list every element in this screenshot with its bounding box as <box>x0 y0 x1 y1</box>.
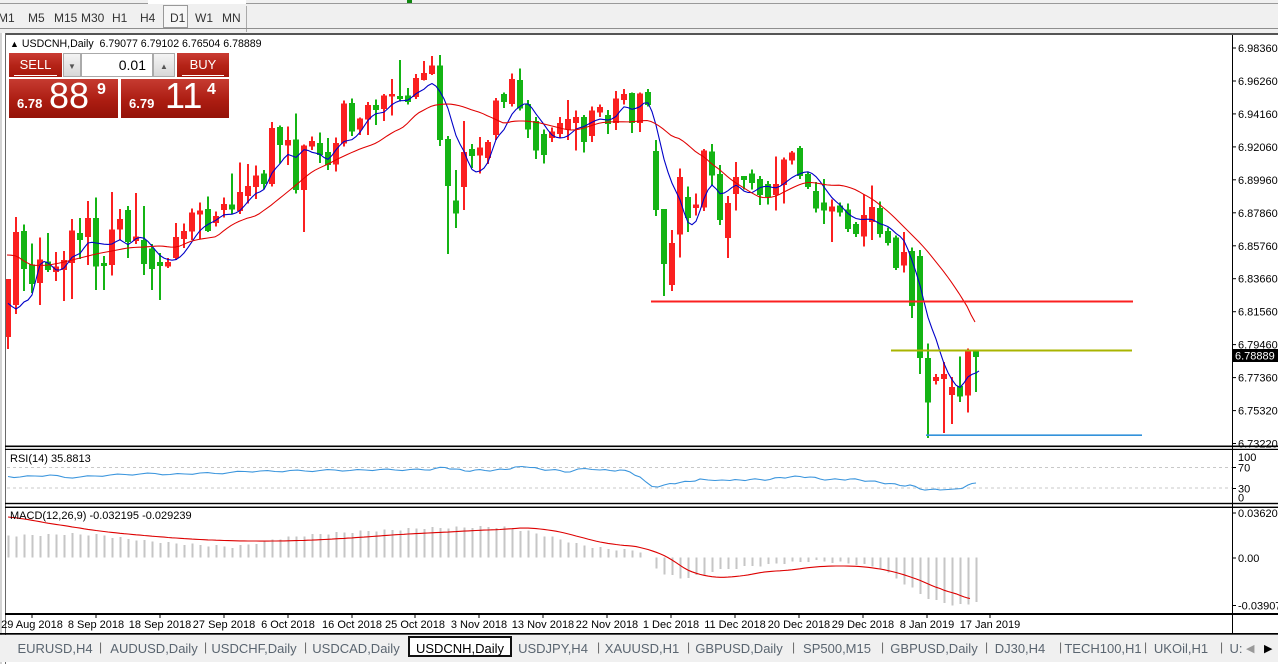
svg-text:1 Dec 2018: 1 Dec 2018 <box>643 619 699 631</box>
svg-text:6.94160: 6.94160 <box>1238 109 1278 121</box>
svg-text:6.77360: 6.77360 <box>1238 373 1278 385</box>
svg-text:6.87860: 6.87860 <box>1238 208 1278 220</box>
svg-text:-0.03907: -0.03907 <box>1238 601 1278 613</box>
svg-text:6 Oct 2018: 6 Oct 2018 <box>261 619 315 631</box>
svg-text:6.92060: 6.92060 <box>1238 142 1278 154</box>
svg-text:70: 70 <box>1238 463 1250 475</box>
svg-text:6.78889: 6.78889 <box>1235 351 1275 363</box>
svg-text:25 Oct 2018: 25 Oct 2018 <box>385 619 445 631</box>
svg-text:0.00: 0.00 <box>1238 553 1259 565</box>
svg-text:6.96260: 6.96260 <box>1238 76 1278 88</box>
svg-text:6.83660: 6.83660 <box>1238 274 1278 286</box>
svg-text:16 Oct 2018: 16 Oct 2018 <box>322 619 382 631</box>
svg-text:6.73220: 6.73220 <box>1238 439 1278 451</box>
svg-text:17 Jan 2019: 17 Jan 2019 <box>960 619 1021 631</box>
svg-text:6.98360: 6.98360 <box>1238 43 1278 55</box>
svg-text:0.036209: 0.036209 <box>1238 508 1278 520</box>
svg-text:29 Aug 2018: 29 Aug 2018 <box>1 619 63 631</box>
svg-text:6.75320: 6.75320 <box>1238 406 1278 418</box>
svg-text:20 Dec 2018: 20 Dec 2018 <box>768 619 830 631</box>
svg-text:6.81560: 6.81560 <box>1238 307 1278 319</box>
svg-text:18 Sep 2018: 18 Sep 2018 <box>129 619 191 631</box>
svg-text:29 Dec 2018: 29 Dec 2018 <box>832 619 894 631</box>
svg-text:8 Jan 2019: 8 Jan 2019 <box>900 619 954 631</box>
svg-text:8 Sep 2018: 8 Sep 2018 <box>68 619 124 631</box>
svg-text:100: 100 <box>1238 452 1256 464</box>
svg-text:11 Dec 2018: 11 Dec 2018 <box>704 619 766 631</box>
svg-text:6.85760: 6.85760 <box>1238 241 1278 253</box>
svg-text:30: 30 <box>1238 484 1250 496</box>
svg-text:3 Nov 2018: 3 Nov 2018 <box>451 619 507 631</box>
svg-text:22 Nov 2018: 22 Nov 2018 <box>576 619 638 631</box>
svg-text:6.79460: 6.79460 <box>1238 340 1278 352</box>
svg-text:27 Sep 2018: 27 Sep 2018 <box>193 619 255 631</box>
svg-text:0: 0 <box>1238 493 1244 505</box>
svg-text:6.89960: 6.89960 <box>1238 175 1278 187</box>
svg-text:13 Nov 2018: 13 Nov 2018 <box>512 619 574 631</box>
